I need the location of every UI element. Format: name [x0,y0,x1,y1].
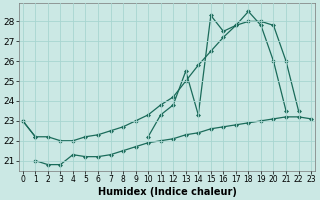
X-axis label: Humidex (Indice chaleur): Humidex (Indice chaleur) [98,187,236,197]
